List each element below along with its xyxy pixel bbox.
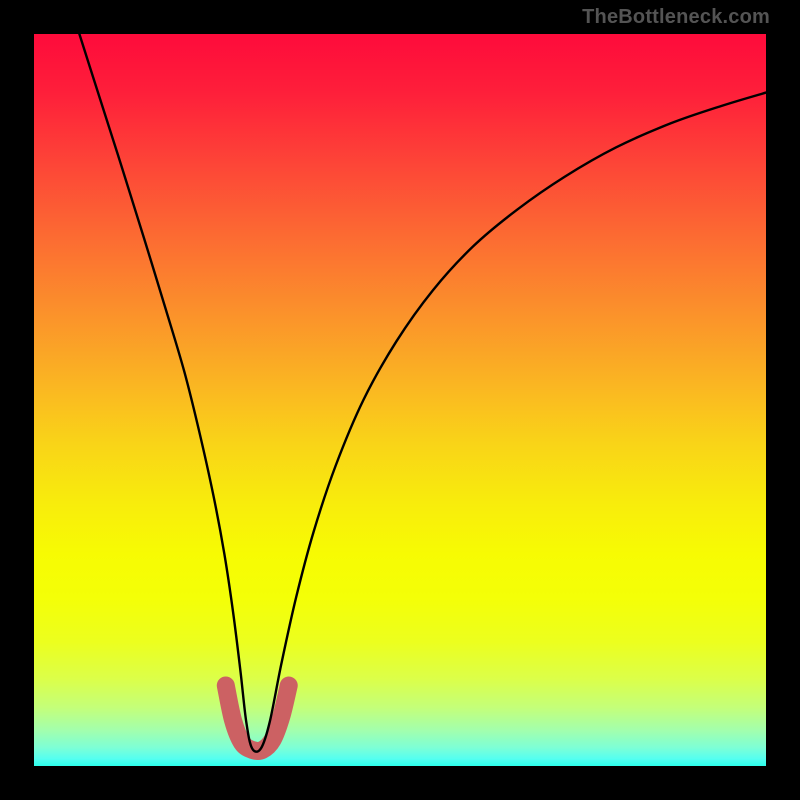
plot-area bbox=[34, 34, 766, 766]
watermark-text: TheBottleneck.com bbox=[582, 6, 770, 29]
chart-stage: TheBottleneck.com bbox=[0, 0, 800, 800]
bottleneck-chart bbox=[0, 0, 800, 800]
